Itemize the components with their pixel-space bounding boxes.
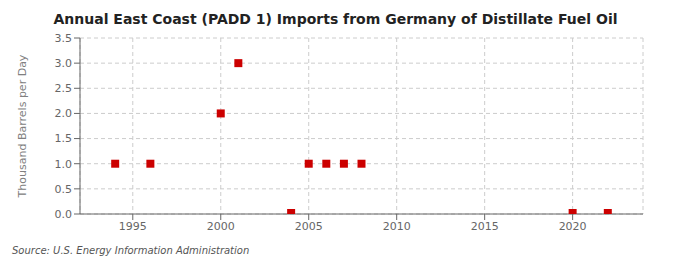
svg-text:0.5: 0.5 (55, 183, 73, 196)
svg-text:0.0: 0.0 (55, 208, 73, 221)
svg-text:2000: 2000 (207, 220, 235, 233)
svg-text:1995: 1995 (119, 220, 147, 233)
html-text:Annual East Coast (PADD 1) Imp: Annual East Coast (PADD 1) Imports from … (53, 11, 618, 27)
svg-text:2.5: 2.5 (55, 82, 73, 95)
svg-text:1.5: 1.5 (55, 132, 73, 145)
svg-text:2010: 2010 (383, 220, 411, 233)
svg-text:3.0: 3.0 (55, 57, 73, 70)
svg-text:1.0: 1.0 (55, 158, 73, 171)
svg-text:2020: 2020 (559, 220, 587, 233)
html-text:Source: U.S. Energy Informatio: Source: U.S. Energy Information Administ… (12, 245, 250, 256)
svg-text:2005: 2005 (295, 220, 323, 233)
svg-text:3.5: 3.5 (55, 32, 73, 45)
svg-text:Thousand Barrels per Day: Thousand Barrels per Day (16, 54, 29, 198)
svg-text:2015: 2015 (471, 220, 499, 233)
svg-text:2.0: 2.0 (55, 107, 73, 120)
